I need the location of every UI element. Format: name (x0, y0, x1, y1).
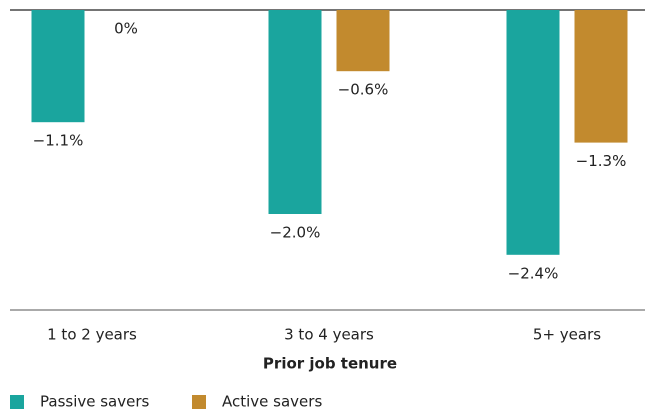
bar (574, 10, 628, 143)
bar (336, 10, 390, 72)
bar (268, 10, 322, 214)
x-tick-label: 1 to 2 years (47, 326, 137, 344)
legend-swatch (10, 395, 24, 409)
bar (31, 10, 85, 123)
x-tick-label: 3 to 4 years (284, 326, 374, 344)
value-label: −0.6% (338, 81, 389, 99)
value-label: 0% (114, 20, 138, 38)
value-label: −1.1% (33, 132, 84, 150)
bar (506, 10, 560, 255)
value-label: −1.3% (576, 152, 627, 170)
legend-swatch (192, 395, 206, 409)
value-label: −2.4% (508, 264, 559, 282)
x-tick-label: 5+ years (533, 326, 601, 344)
legend-label: Passive savers (40, 393, 150, 410)
legend-label: Active savers (222, 393, 322, 410)
value-label: −2.0% (270, 224, 321, 242)
x-axis-title: Prior job tenure (263, 355, 397, 373)
